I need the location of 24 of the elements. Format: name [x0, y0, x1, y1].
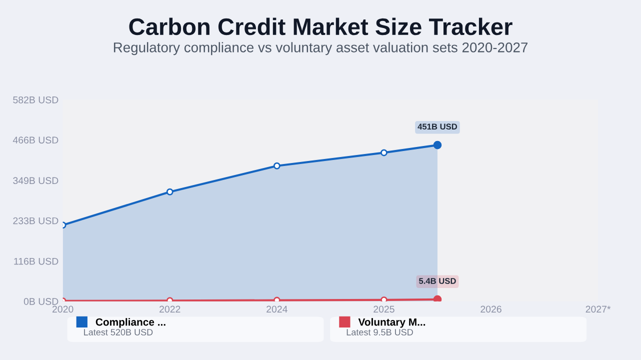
y-tick-label: 233B USD	[13, 217, 58, 224]
x-tick-label: 2022	[160, 306, 180, 313]
x-tick-label: 2020	[52, 306, 74, 313]
x-tick-label: 2025	[374, 306, 394, 313]
x-tick-label: 2024	[266, 306, 288, 313]
y-tick-label: 0B USD	[24, 298, 58, 305]
y-tick-label: 349B USD	[13, 177, 58, 184]
point	[380, 296, 388, 302]
legend-label: Voluntary M...	[358, 318, 426, 328]
y-tick-label: 466B USD	[12, 136, 58, 144]
x-tick-label: 2027*	[586, 306, 611, 313]
x-tick-label: 2026	[480, 306, 502, 313]
chart-title: Carbon Credit Market Size Tracker	[129, 18, 512, 36]
data-label: 451B USD	[418, 124, 458, 130]
point	[380, 149, 388, 156]
point	[273, 162, 280, 170]
legend-label: Compliance ...	[96, 318, 166, 328]
y-tick-label: 582B USD	[13, 96, 58, 104]
chart-subtitle: Regulatory compliance vs voluntary asset valuation sets 2020-2027	[114, 42, 528, 56]
point	[166, 188, 174, 196]
text: Latest 9.5B USD	[346, 329, 413, 336]
y-tick-label: 116B USD	[14, 258, 58, 265]
data-label: 5.4B USD	[418, 278, 456, 284]
text: Latest 520B USD	[84, 329, 153, 336]
